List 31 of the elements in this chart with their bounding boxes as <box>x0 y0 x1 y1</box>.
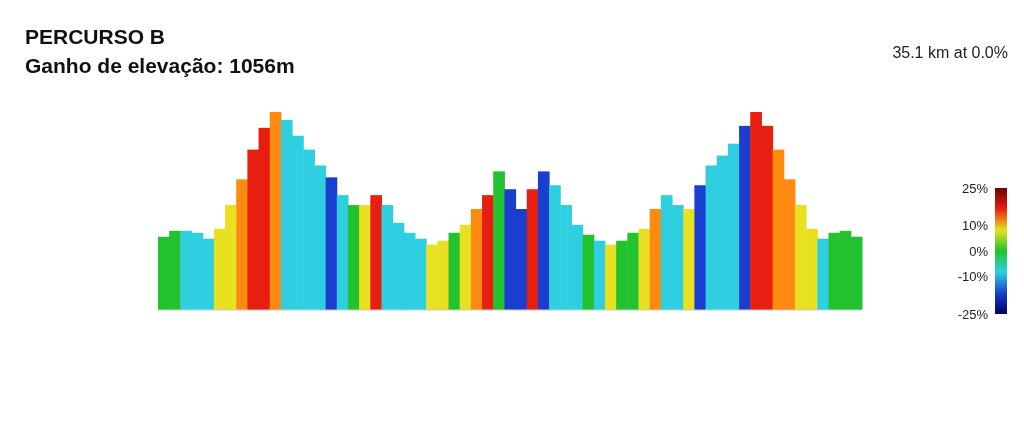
bar <box>582 234 595 310</box>
chart-title: PERCURSO B <box>25 25 166 48</box>
color-bar-label: -25% <box>957 306 989 322</box>
bar <box>537 171 550 310</box>
bar <box>604 244 617 310</box>
bar <box>593 240 606 310</box>
bar <box>739 125 751 310</box>
bar <box>269 112 282 310</box>
bar <box>817 238 829 310</box>
bar <box>493 171 505 310</box>
chart-subtitle: Ganho de elevação: 1056m <box>25 54 295 77</box>
color-bar-label: 25% <box>961 180 989 196</box>
bar <box>649 209 662 310</box>
bar <box>459 224 472 310</box>
bar <box>347 205 360 310</box>
color-bar-label: -10% <box>957 268 989 284</box>
bar <box>482 195 494 310</box>
color-bar-label: 10% <box>961 218 989 234</box>
bar <box>448 232 461 310</box>
bar <box>683 209 695 310</box>
bar <box>359 205 371 310</box>
bar <box>694 185 707 310</box>
bar <box>370 195 382 310</box>
bar <box>325 177 338 310</box>
bar <box>526 189 539 310</box>
text: 35.1 km at 0.0% <box>892 44 1008 61</box>
bar <box>638 228 651 310</box>
bar <box>470 209 483 310</box>
bar <box>336 195 349 310</box>
bar <box>236 179 248 310</box>
color-bar-label: 0% <box>969 243 989 259</box>
